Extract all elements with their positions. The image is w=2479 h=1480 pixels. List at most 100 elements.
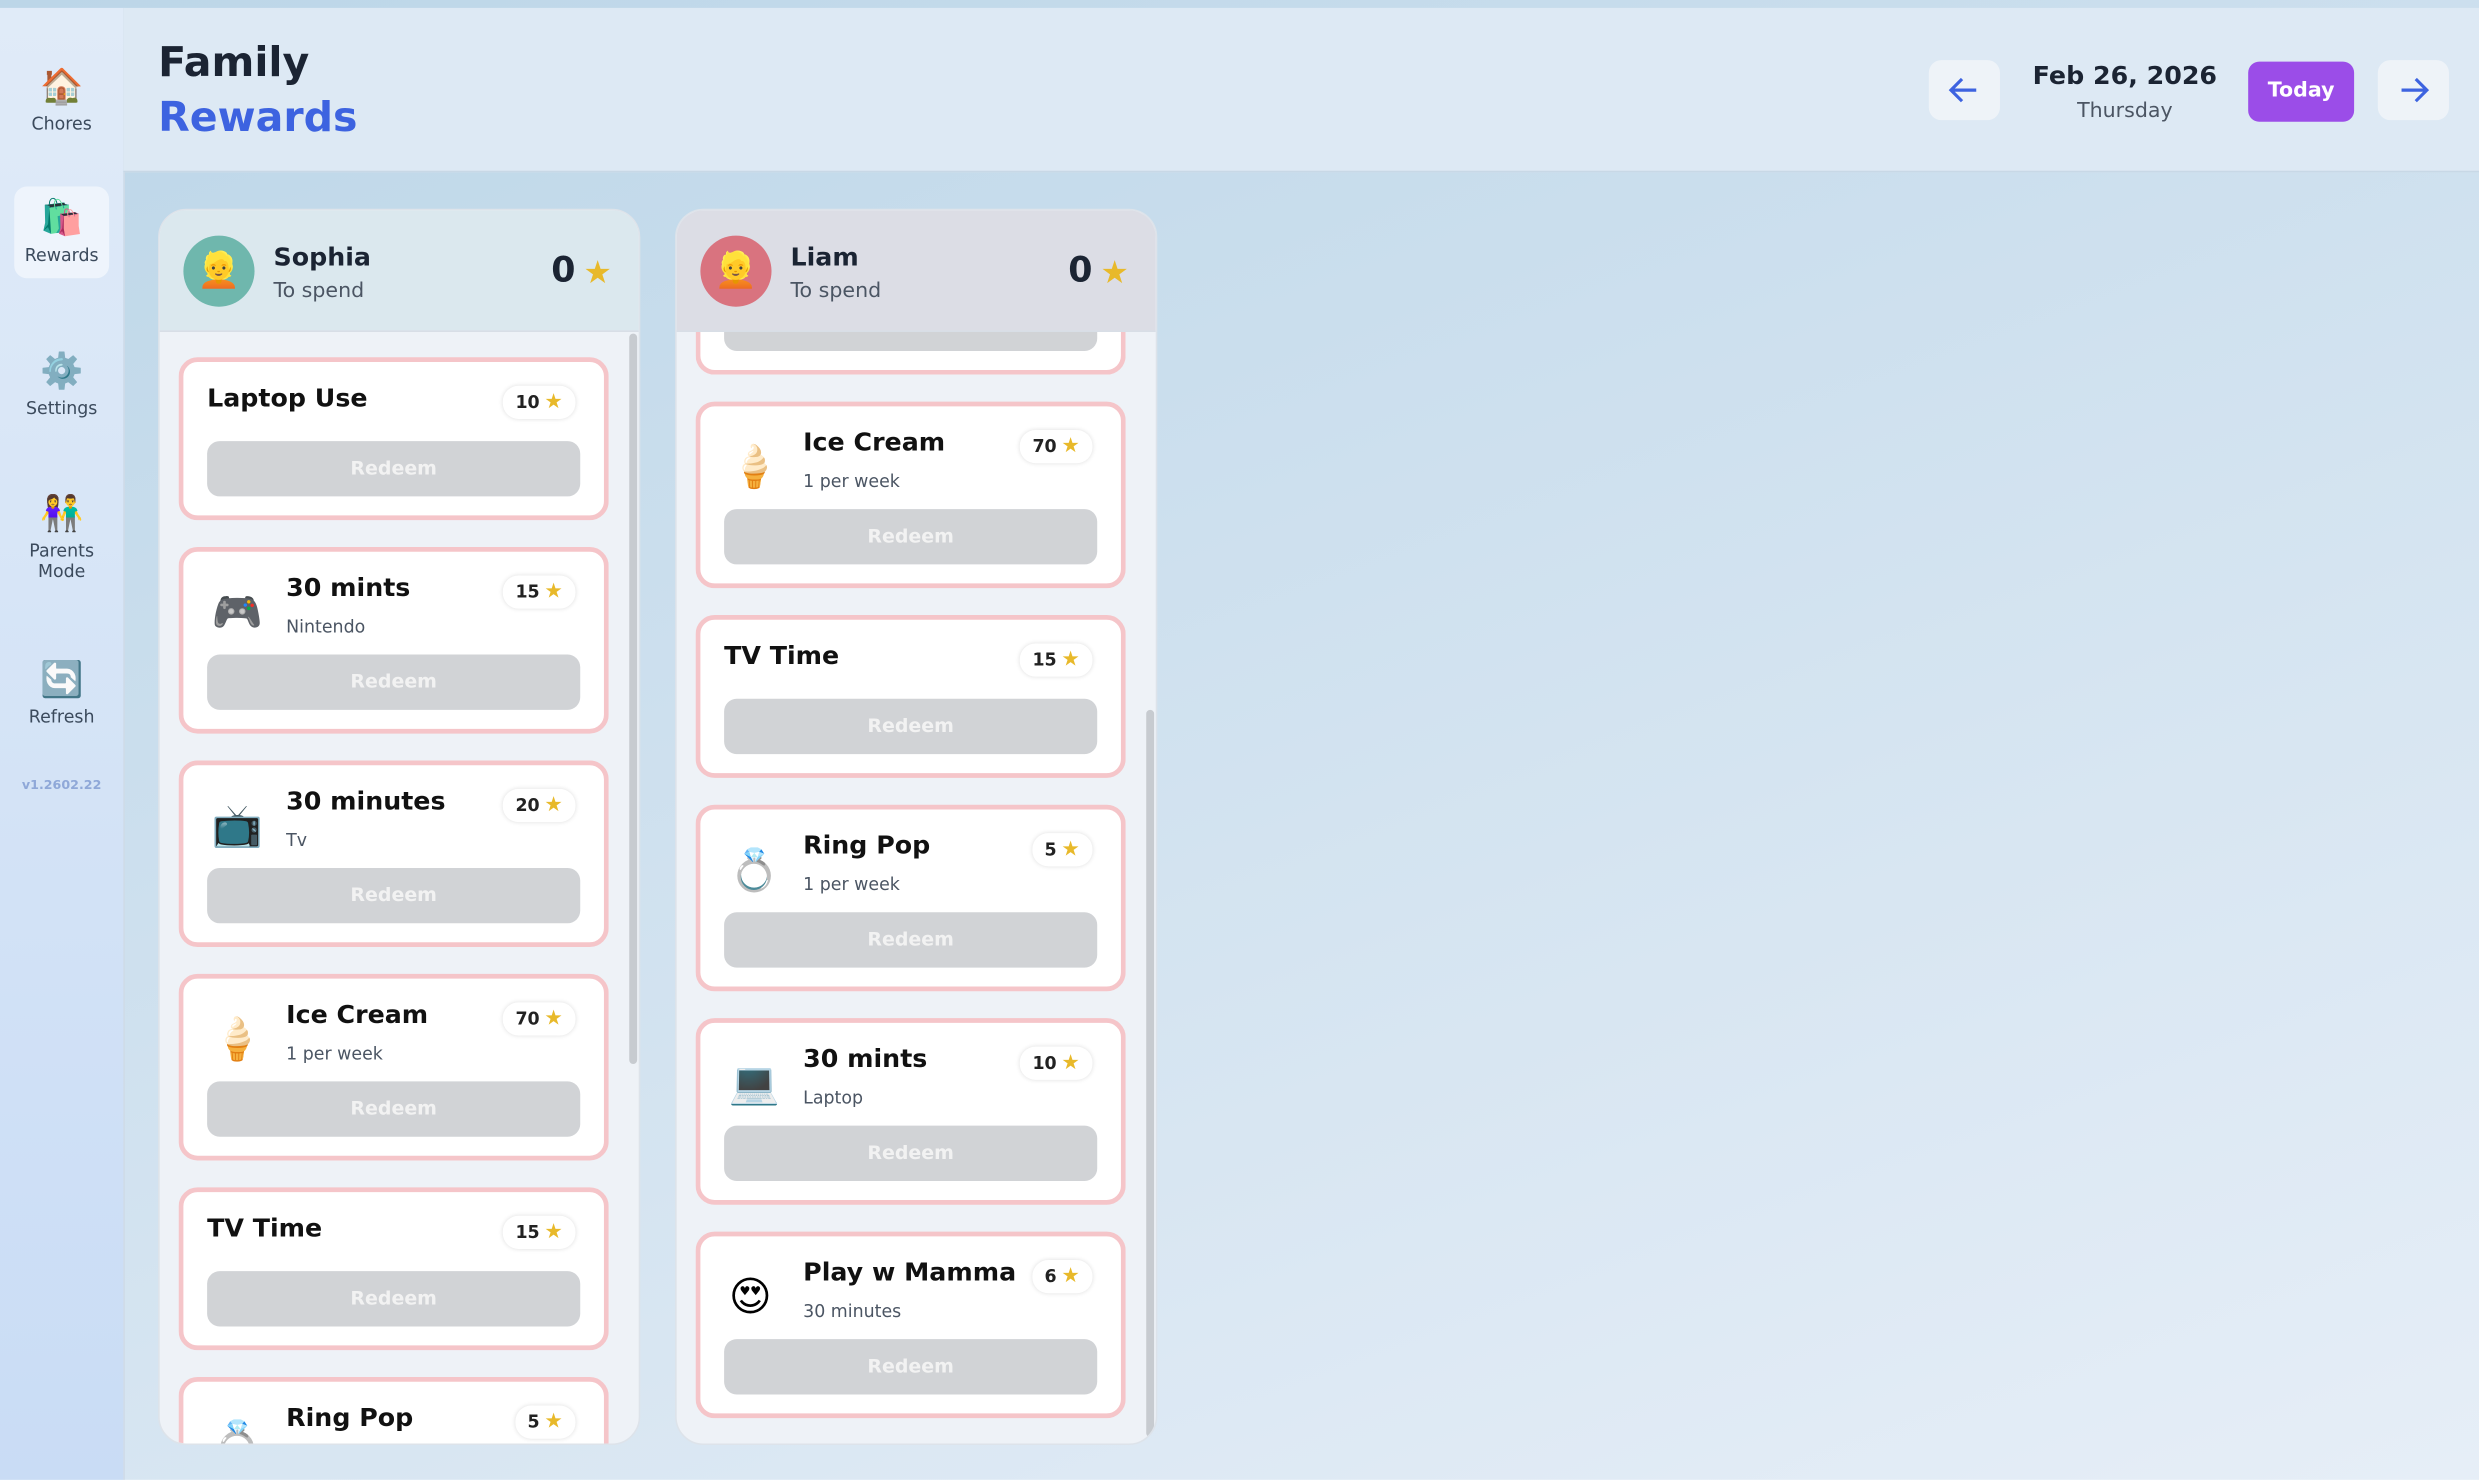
kid-column: 👱 Liam To spend 0 ★ 🍦 Ice Cream 1 per week 70 ★ Re… xyxy=(675,208,1158,1446)
star-icon: ★ xyxy=(1061,1264,1080,1289)
redeem-button[interactable]: Redeem xyxy=(207,441,581,497)
reward-title: Laptop Use xyxy=(207,382,368,413)
reward-cost: 10 ★ xyxy=(1019,1046,1093,1080)
star-icon: ★ xyxy=(544,793,563,818)
reward-cost: 15 ★ xyxy=(502,1215,576,1249)
reward-cost: 20 ★ xyxy=(502,788,576,823)
reward-icon: 💍 xyxy=(728,847,781,895)
nav-item[interactable]: ⚙️ Settings xyxy=(14,340,109,432)
reward-subtitle: 1 per week xyxy=(803,874,900,895)
nav-icon: 👫 xyxy=(39,494,84,535)
reward-card: TV Time 15 ★ Redeem xyxy=(178,1187,609,1351)
reward-cost: 6 ★ xyxy=(1031,1260,1093,1294)
cost-value: 5 xyxy=(1044,839,1057,861)
nav-icon: 🔄 xyxy=(39,660,84,701)
reward-subtitle: 1 per week xyxy=(286,1043,383,1065)
star-icon: ★ xyxy=(583,252,612,291)
reward-card: 💍 Ring Pop 1 per week 5 ★ Redeem xyxy=(695,804,1126,992)
star-icon: ★ xyxy=(1061,1051,1080,1076)
reward-cost: 5 ★ xyxy=(514,1405,576,1439)
star-icon: ★ xyxy=(544,1410,563,1434)
reward-card: 💻 30 mints Laptop 10 ★ Redeem xyxy=(695,1018,1126,1205)
redeem-button[interactable]: Redeem xyxy=(207,654,581,710)
scrollbar xyxy=(1146,709,1155,1438)
cost-value: 15 xyxy=(1032,649,1057,671)
reward-title: Ring Pop xyxy=(803,830,931,861)
reward-cost: 10 ★ xyxy=(502,385,576,419)
scrollbar xyxy=(629,333,638,1065)
reward-card: 🍦 Ice Cream 1 per week 70 ★ Redeem xyxy=(695,401,1126,589)
star-icon: ★ xyxy=(544,580,563,604)
kid-name: Liam xyxy=(790,241,859,272)
reward-icon: 💍 xyxy=(211,1419,264,1444)
nav-item[interactable]: 👫 Parents Mode xyxy=(14,482,109,594)
reward-subtitle: 30 minutes xyxy=(803,1301,902,1322)
redeem-button[interactable]: Redeem xyxy=(724,698,1098,755)
reward-title: Ice Cream xyxy=(803,426,946,457)
star-icon: ★ xyxy=(1100,252,1129,291)
redeem-button[interactable]: Redeem xyxy=(207,867,581,924)
nav-label: Chores xyxy=(31,113,92,135)
nav-item[interactable]: 🛍️ Rewards xyxy=(14,186,110,279)
date: Feb 26, 2026 xyxy=(2032,60,2218,91)
redeem-button[interactable]: Redeem xyxy=(207,1271,581,1327)
reward-icon: 🎮 xyxy=(211,589,264,638)
title: Rewards xyxy=(158,94,358,143)
nav-label: Rewards xyxy=(24,245,99,266)
cost-value: 15 xyxy=(515,1222,540,1243)
nav-icon: 🏠 xyxy=(39,67,84,108)
redeem-button[interactable]: Redeem xyxy=(724,509,1098,565)
reward-list: Laptop Use 10 ★ Redeem 🎮 30 mints Nintendo 15 ★ R… xyxy=(178,332,609,1444)
reward-cost: 15 ★ xyxy=(502,575,576,609)
cost-value: 20 xyxy=(515,795,540,816)
reward-title: 30 minutes xyxy=(286,785,446,816)
avatar: 👱 xyxy=(700,235,772,307)
version: v1.2602.22 xyxy=(21,777,102,793)
kid-name: Sophia xyxy=(273,241,371,272)
cost-value: 5 xyxy=(527,1411,540,1433)
reward-card: Laptop Use 10 ★ Redeem xyxy=(178,357,609,521)
star-icon: ★ xyxy=(1061,434,1080,459)
nav-label: Settings xyxy=(25,398,98,419)
balance: 0 xyxy=(1068,251,1093,291)
cost-value: 70 xyxy=(515,1008,540,1030)
reward-cost: 15 ★ xyxy=(1019,643,1093,677)
redeem-button[interactable]: Redeem xyxy=(207,1081,581,1137)
kid-subtitle: To spend xyxy=(790,279,882,304)
next-button[interactable] xyxy=(2377,60,2449,121)
reward-card: 🎮 30 mints Nintendo 15 ★ Redeem xyxy=(178,547,609,734)
reward-card: 📺 30 minutes Tv 20 ★ Redeem xyxy=(178,760,609,948)
reward-card: 🍦 Ice Cream 1 per week 70 ★ Redeem xyxy=(178,973,609,1161)
card-partial xyxy=(695,332,1126,375)
reward-title: TV Time xyxy=(207,1212,323,1243)
sidebar: 🏠 Chores 🛍️ Rewards ⚙️ Settings 👫 Parents Mode 🔄… xyxy=(0,7,125,1480)
reward-title: Ring Pop xyxy=(286,1402,414,1433)
reward-cost: 5 ★ xyxy=(1031,833,1093,867)
redeem-button[interactable]: Redeem xyxy=(724,1339,1098,1395)
reward-cost: 70 ★ xyxy=(1019,430,1093,464)
star-icon: ★ xyxy=(544,390,563,415)
reward-title: Play w Mamma xyxy=(803,1256,1017,1287)
reward-title: 30 mints xyxy=(286,572,411,603)
cost-value: 70 xyxy=(1032,436,1057,457)
nav-item[interactable]: 🔄 Refresh xyxy=(14,648,109,740)
weekday: Thursday xyxy=(2077,99,2173,124)
title: Family xyxy=(158,39,310,87)
star-icon: ★ xyxy=(1061,837,1080,862)
nav-item[interactable]: 🏠 Chores xyxy=(14,55,109,147)
reward-icon: 😍 xyxy=(728,1274,772,1322)
today-button[interactable]: Today xyxy=(2248,61,2355,122)
reward-title: 30 mints xyxy=(803,1043,928,1074)
cost-value: 10 xyxy=(1032,1052,1057,1074)
redeem-button[interactable]: Redeem xyxy=(724,1125,1098,1182)
star-icon: ★ xyxy=(1061,648,1080,672)
reward-list: 🍦 Ice Cream 1 per week 70 ★ Redeem TV Time 15 ★ R… xyxy=(695,332,1126,1443)
reward-card: 😍 Play w Mamma 30 minutes 6 ★ Redeem xyxy=(695,1231,1126,1419)
reward-subtitle: Laptop xyxy=(803,1087,864,1109)
kid-subtitle: To spend xyxy=(273,279,365,304)
reward-icon: 🍦 xyxy=(211,1016,264,1065)
prev-button[interactable] xyxy=(1928,60,2000,121)
redeem-button[interactable]: Redeem xyxy=(724,912,1098,968)
reward-icon: 💻 xyxy=(728,1060,781,1109)
